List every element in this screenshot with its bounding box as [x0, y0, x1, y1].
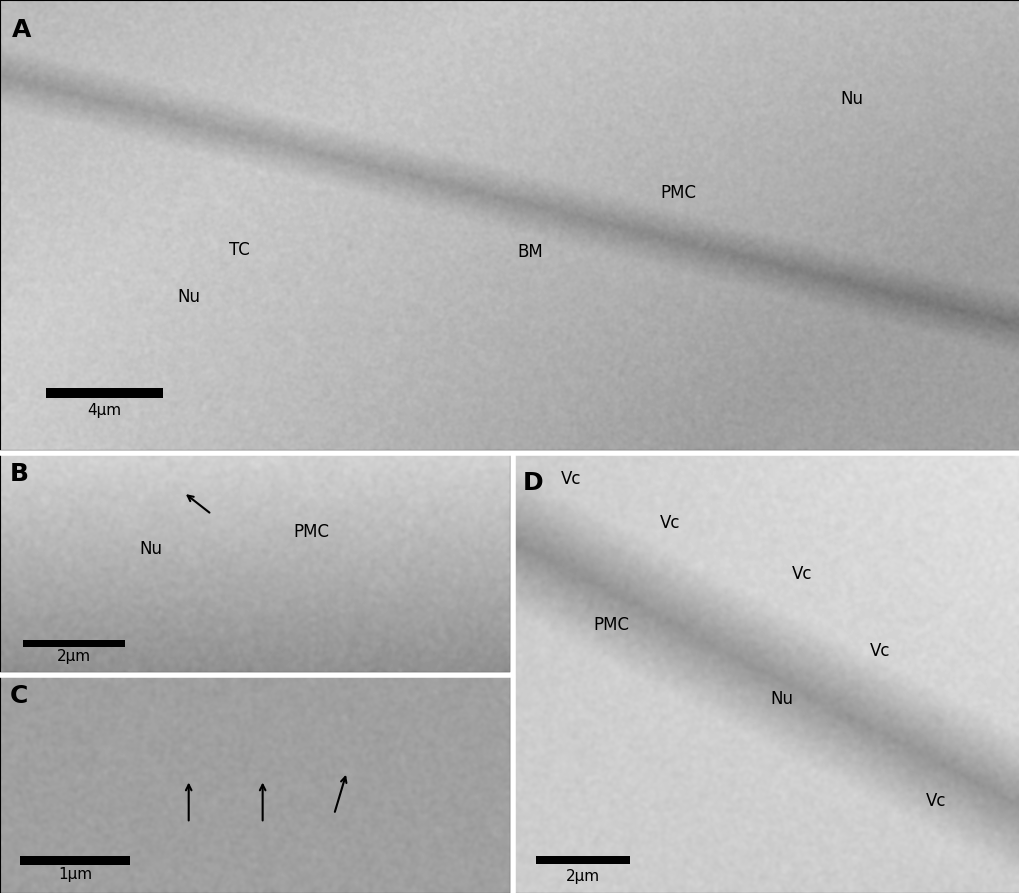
Text: Vc: Vc: [869, 642, 890, 660]
Text: 2μm: 2μm: [57, 649, 91, 664]
Text: 4μm: 4μm: [88, 403, 121, 418]
Text: Nu: Nu: [177, 288, 200, 306]
Text: A: A: [12, 18, 32, 42]
Text: C: C: [10, 684, 29, 708]
Text: Vc: Vc: [791, 565, 811, 583]
Text: D: D: [523, 471, 543, 495]
Bar: [535, 856, 629, 864]
Text: Nu: Nu: [840, 90, 862, 108]
Text: Vc: Vc: [659, 514, 680, 532]
Bar: [46, 388, 163, 398]
Text: Nu: Nu: [769, 690, 793, 708]
Text: PMC: PMC: [292, 522, 329, 541]
Text: PMC: PMC: [593, 615, 630, 634]
Text: Vc: Vc: [925, 791, 946, 810]
Text: 2μm: 2μm: [566, 869, 599, 884]
Text: 1μm: 1μm: [58, 867, 92, 882]
Bar: [22, 640, 125, 647]
Text: B: B: [10, 462, 30, 486]
Text: PMC: PMC: [659, 185, 696, 203]
Text: BM: BM: [517, 243, 543, 261]
Text: Vc: Vc: [560, 470, 581, 488]
Text: Nu: Nu: [139, 540, 162, 558]
Bar: [20, 855, 130, 864]
Text: TC: TC: [229, 241, 250, 259]
